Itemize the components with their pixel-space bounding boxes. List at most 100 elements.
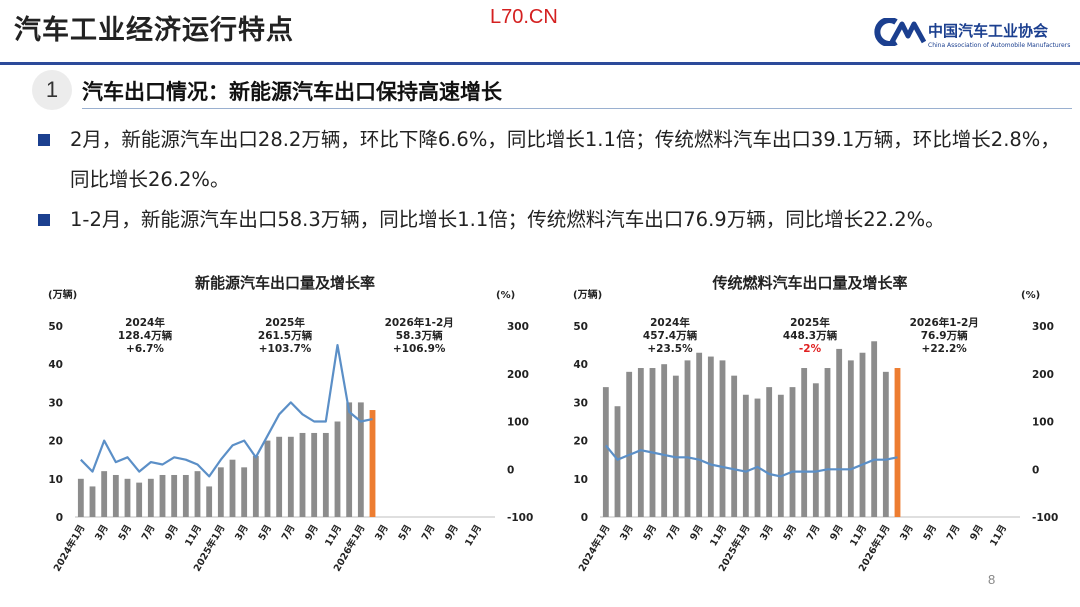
- annotation-total: 128.4万辆: [118, 329, 173, 342]
- bar: [882, 371, 889, 517]
- bar: [684, 360, 691, 517]
- annotation-period: 2024年: [125, 316, 165, 329]
- bar: [707, 356, 714, 517]
- x-tick-label: 3月: [373, 523, 391, 542]
- x-tick-label: 11月: [323, 523, 344, 548]
- x-tick-label: 3月: [618, 523, 636, 542]
- annotation-growth: +103.7%: [259, 343, 312, 355]
- x-tick-label: 5月: [642, 523, 660, 542]
- bar: [859, 352, 866, 517]
- logo-name-en: China Association of Automobile Manufact…: [928, 42, 1071, 49]
- header-divider: [0, 62, 1080, 65]
- y-right-tick-label: 0: [1032, 464, 1039, 476]
- bar: [719, 360, 726, 517]
- x-tick-label: 9月: [163, 523, 181, 542]
- annotation-growth: -2%: [799, 343, 822, 355]
- bar: [672, 375, 679, 517]
- bar: [602, 387, 609, 517]
- x-tick-label: 9月: [688, 523, 706, 542]
- bar: [801, 368, 808, 517]
- y-right-unit: (%): [1021, 290, 1040, 301]
- annotation-growth: +6.7%: [126, 343, 164, 355]
- annotation-total: 261.5万辆: [258, 329, 313, 342]
- y-left-unit: (万辆): [48, 288, 77, 301]
- bar: [101, 471, 108, 517]
- growth-rate-line: [80, 343, 373, 478]
- bar: [742, 394, 749, 517]
- bar: [812, 383, 819, 517]
- bar: [346, 402, 353, 517]
- bar: [89, 486, 96, 517]
- bar: [159, 474, 166, 517]
- y-left-tick-label: 50: [573, 321, 588, 333]
- section-title: 汽车出口情况：新能源汽车出口保持高速增长: [82, 80, 502, 104]
- x-tick-label: 7月: [420, 523, 438, 542]
- annotation-total: 58.3万辆: [396, 329, 443, 342]
- y-right-tick-label: -100: [507, 512, 533, 524]
- site-mark: L70.CN: [490, 6, 558, 28]
- annotation-period: 2025年: [790, 316, 830, 329]
- chart-title: 传统燃料汽车出口量及增长率: [711, 274, 907, 292]
- bar: [311, 432, 318, 517]
- bar: [194, 471, 201, 517]
- x-tick-label: 7月: [140, 523, 158, 542]
- bar: [626, 371, 633, 517]
- annotation-growth: +106.9%: [393, 343, 446, 355]
- x-tick-label: 9月: [303, 523, 321, 542]
- y-left-tick-label: 40: [48, 359, 63, 371]
- annotation-growth: +23.5%: [647, 343, 693, 355]
- logo-name-cn: 中国汽车工业协会: [928, 22, 1049, 40]
- y-left-tick-label: 0: [581, 512, 588, 524]
- bar: [252, 455, 259, 517]
- x-tick-label: 5月: [922, 523, 940, 542]
- bar: [766, 387, 773, 517]
- y-right-tick-label: 0: [507, 464, 514, 476]
- bar-latest: [369, 410, 376, 517]
- section-number: 1: [32, 70, 72, 110]
- bar: [334, 421, 341, 517]
- caam-logo: 中国汽车工业协会 China Association of Automobile…: [874, 18, 1074, 58]
- bar: [206, 486, 213, 517]
- x-tick-label: 7月: [280, 523, 298, 542]
- bar: [229, 459, 236, 517]
- caam-logo-icon: [874, 18, 926, 46]
- y-left-tick-label: 50: [48, 321, 63, 333]
- ice-export-chart: 传统燃料汽车出口量及增长率 (万辆) (%) 0 10 20 30 40 50 -100 0 100 2…: [573, 274, 1058, 574]
- y-right-tick-label: 300: [507, 321, 529, 333]
- y-right-tick-label: -100: [1032, 512, 1058, 524]
- bar: [264, 440, 271, 517]
- bar: [124, 478, 131, 517]
- x-tick-label: 11月: [988, 523, 1009, 548]
- y-right-unit: (%): [496, 290, 515, 301]
- bar: [241, 467, 248, 517]
- y-left-tick-label: 10: [573, 474, 588, 486]
- bullet-marker: [38, 214, 50, 226]
- x-tick-label: 7月: [945, 523, 963, 542]
- x-tick-label: 5月: [397, 523, 415, 542]
- y-right-tick-label: 200: [1032, 369, 1054, 381]
- y-left-unit: (万辆): [573, 288, 602, 301]
- bar: [217, 467, 224, 517]
- x-tick-label: 5月: [257, 523, 275, 542]
- bullet-text-1: 2月，新能源汽车出口28.2万辆，环比下降6.6%，同比增长1.1倍；传统燃料汽…: [70, 128, 1060, 191]
- bar: [637, 368, 644, 517]
- page-title: 汽车工业经济运行特点: [14, 15, 294, 46]
- annotation-period: 2024年: [650, 316, 690, 329]
- annotation-period: 2026年1-2月: [910, 316, 979, 329]
- bar: [147, 478, 154, 517]
- bar: [614, 406, 621, 517]
- page-number: 8: [988, 572, 996, 587]
- bar: [847, 360, 854, 517]
- y-left-tick-label: 40: [573, 359, 588, 371]
- x-tick-label: 5月: [117, 523, 135, 542]
- x-tick-label: 9月: [828, 523, 846, 542]
- bar: [789, 387, 796, 517]
- x-tick-label: 9月: [443, 523, 461, 542]
- y-left-tick-label: 20: [48, 436, 63, 448]
- y-right-tick-label: 300: [1032, 321, 1054, 333]
- bar: [649, 368, 656, 517]
- x-tick-label: 3月: [93, 523, 111, 542]
- bar: [322, 432, 329, 517]
- x-tick-label: 2024年1月: [576, 523, 612, 574]
- annotation-period: 2025年: [265, 316, 305, 329]
